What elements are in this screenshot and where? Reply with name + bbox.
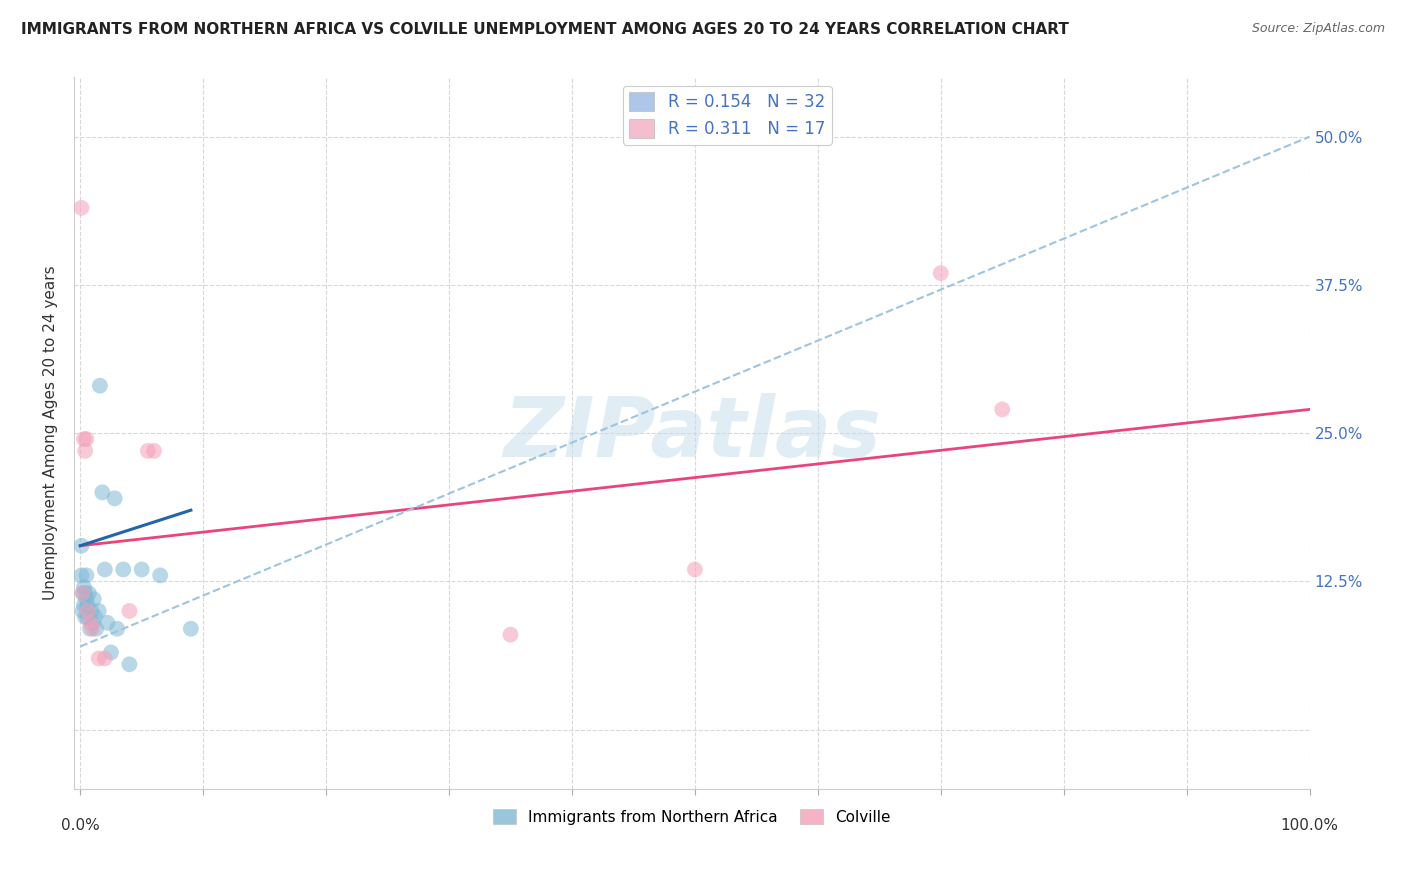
Text: 0.0%: 0.0%: [60, 819, 100, 833]
Point: [76, 604, 98, 618]
Point: [80, 604, 103, 618]
Point: [72, 586, 94, 600]
Point: [72, 586, 94, 600]
Point: [84, 622, 107, 636]
Point: [72, 604, 94, 618]
Point: [75, 592, 97, 607]
Point: [94, 562, 117, 576]
Point: [499, 627, 522, 641]
Text: Source: ZipAtlas.com: Source: ZipAtlas.com: [1251, 22, 1385, 36]
Point: [70, 539, 93, 553]
Point: [180, 622, 202, 636]
Point: [79, 622, 101, 636]
Point: [76, 610, 98, 624]
Point: [87, 651, 110, 665]
Point: [89, 378, 111, 392]
Point: [75, 586, 97, 600]
Point: [77, 586, 100, 600]
Point: [70, 568, 93, 582]
Point: [149, 568, 172, 582]
Point: [82, 615, 104, 630]
Point: [73, 432, 96, 446]
Text: 100.0%: 100.0%: [1281, 819, 1339, 833]
Point: [75, 443, 97, 458]
Point: [91, 485, 114, 500]
Point: [104, 491, 127, 506]
Point: [991, 402, 1014, 417]
Point: [929, 266, 952, 280]
Point: [73, 580, 96, 594]
Point: [105, 622, 128, 636]
Point: [87, 604, 110, 618]
Point: [84, 610, 107, 624]
Point: [79, 615, 101, 630]
Point: [100, 645, 122, 659]
Point: [75, 610, 97, 624]
Text: ZIPatlas: ZIPatlas: [503, 392, 880, 474]
Point: [73, 598, 96, 612]
Point: [83, 592, 105, 607]
Point: [118, 657, 141, 672]
Point: [94, 651, 117, 665]
Point: [112, 562, 135, 576]
Point: [82, 622, 104, 636]
Text: IMMIGRANTS FROM NORTHERN AFRICA VS COLVILLE UNEMPLOYMENT AMONG AGES 20 TO 24 YEA: IMMIGRANTS FROM NORTHERN AFRICA VS COLVI…: [21, 22, 1069, 37]
Point: [70, 201, 93, 215]
Point: [96, 615, 118, 630]
Point: [118, 604, 141, 618]
Point: [136, 443, 159, 458]
Point: [75, 568, 97, 582]
Y-axis label: Unemployment Among Ages 20 to 24 years: Unemployment Among Ages 20 to 24 years: [44, 266, 58, 600]
Point: [143, 443, 166, 458]
Point: [683, 562, 706, 576]
Point: [75, 432, 97, 446]
Legend: Immigrants from Northern Africa, Colville: Immigrants from Northern Africa, Colvill…: [486, 803, 897, 831]
Point: [131, 562, 153, 576]
Point: [76, 598, 98, 612]
